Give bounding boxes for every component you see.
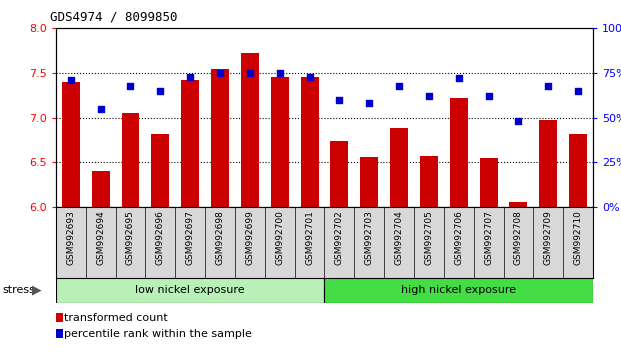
- Text: GSM992694: GSM992694: [96, 210, 105, 265]
- Bar: [324, 278, 593, 303]
- Bar: [92, 171, 109, 207]
- Bar: [152, 134, 170, 207]
- Text: GSM992709: GSM992709: [544, 210, 553, 265]
- Point: [573, 88, 583, 94]
- Bar: [569, 134, 587, 207]
- Point: [125, 83, 135, 88]
- Point: [66, 77, 76, 83]
- Text: GSM992699: GSM992699: [245, 210, 255, 265]
- Point: [245, 70, 255, 76]
- Point: [454, 75, 464, 81]
- Point: [424, 93, 434, 99]
- Bar: [330, 141, 348, 207]
- Text: GSM992703: GSM992703: [365, 210, 374, 265]
- Point: [394, 83, 404, 88]
- Point: [274, 70, 284, 76]
- Point: [96, 106, 106, 112]
- Text: GSM992697: GSM992697: [186, 210, 194, 265]
- Bar: [56, 313, 63, 322]
- Bar: [301, 78, 319, 207]
- Bar: [181, 80, 199, 207]
- Point: [484, 93, 494, 99]
- Text: stress: stress: [2, 285, 35, 295]
- Bar: [509, 202, 527, 207]
- Bar: [211, 69, 229, 207]
- Bar: [122, 113, 140, 207]
- Text: percentile rank within the sample: percentile rank within the sample: [64, 329, 252, 339]
- Text: GSM992700: GSM992700: [275, 210, 284, 265]
- Bar: [390, 129, 408, 207]
- Text: GSM992693: GSM992693: [66, 210, 75, 265]
- Bar: [360, 157, 378, 207]
- Point: [335, 97, 345, 103]
- Point: [365, 101, 374, 106]
- Text: high nickel exposure: high nickel exposure: [401, 285, 516, 295]
- Text: GSM992710: GSM992710: [574, 210, 582, 265]
- Bar: [450, 98, 468, 207]
- Text: GSM992708: GSM992708: [514, 210, 523, 265]
- Text: ▶: ▶: [32, 284, 42, 297]
- Text: GDS4974 / 8099850: GDS4974 / 8099850: [50, 11, 177, 24]
- Text: GSM992706: GSM992706: [455, 210, 463, 265]
- Text: GSM992702: GSM992702: [335, 210, 344, 265]
- Text: transformed count: transformed count: [64, 313, 168, 323]
- Point: [185, 74, 195, 79]
- Bar: [539, 120, 557, 207]
- Point: [155, 88, 165, 94]
- Point: [215, 70, 225, 76]
- Bar: [420, 156, 438, 207]
- Point: [514, 119, 524, 124]
- Bar: [241, 53, 259, 207]
- Bar: [56, 329, 63, 338]
- Text: GSM992696: GSM992696: [156, 210, 165, 265]
- Text: GSM992698: GSM992698: [215, 210, 225, 265]
- Bar: [62, 82, 79, 207]
- Bar: [479, 158, 497, 207]
- Text: GSM992701: GSM992701: [305, 210, 314, 265]
- Text: GSM992707: GSM992707: [484, 210, 493, 265]
- Text: low nickel exposure: low nickel exposure: [135, 285, 245, 295]
- Point: [304, 74, 314, 79]
- Text: GSM992704: GSM992704: [394, 210, 404, 265]
- Bar: [56, 278, 324, 303]
- Point: [543, 83, 553, 88]
- Text: GSM992705: GSM992705: [424, 210, 433, 265]
- Bar: [271, 78, 289, 207]
- Text: GSM992695: GSM992695: [126, 210, 135, 265]
